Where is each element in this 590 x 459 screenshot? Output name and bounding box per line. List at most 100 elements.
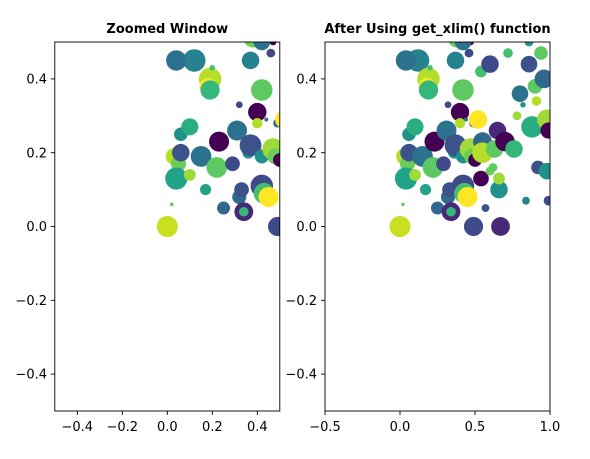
scatter-point: [463, 216, 484, 237]
scatter-point: [235, 101, 243, 109]
scatter-point: [200, 184, 212, 196]
scatter-point: [468, 110, 488, 129]
y-ticks: 0.4 0.2 0.0 −0.2 −0.4: [15, 73, 55, 383]
y-tick-label: −0.2: [15, 294, 47, 309]
scatter-point: [452, 79, 474, 101]
scatter-points: [156, 42, 280, 238]
x-tick-label: 0.2: [202, 420, 223, 435]
scatter-point: [543, 195, 550, 206]
scatter-point: [490, 180, 508, 199]
scatter-point: [234, 182, 249, 197]
scatter-point: [431, 201, 444, 215]
scatter-point: [217, 201, 231, 215]
scatter-point: [269, 42, 277, 46]
scatter-points: [389, 42, 550, 238]
scatter-point: [275, 111, 280, 128]
x-tick-label: −0.2: [107, 420, 139, 435]
scatter-point: [493, 172, 505, 185]
y-tick-label: 0.4: [26, 73, 47, 88]
scatter-point: [457, 186, 478, 207]
scatter-point: [427, 65, 433, 71]
scatter-point: [511, 85, 529, 102]
scatter-point: [540, 122, 550, 139]
subplot-zoomed-window: Zoomed Window −0.4 −0.2 0.0 0.2 0.4 0.4 …: [15, 22, 281, 435]
scatter-point: [200, 80, 220, 100]
scatter-point: [239, 206, 249, 217]
scatter-point: [505, 140, 523, 158]
scatter-point: [183, 168, 196, 181]
x-tick-label: 0.4: [247, 420, 268, 435]
x-tick-label: 0.0: [390, 420, 411, 435]
y-tick-label: −0.2: [285, 294, 317, 309]
scatter-point: [406, 118, 424, 136]
scatter-point: [165, 167, 188, 190]
scatter-point: [454, 42, 472, 51]
scatter-point: [248, 102, 267, 122]
x-tick-label: −0.5: [309, 420, 341, 435]
scatter-point: [454, 117, 466, 129]
scatter-point: [183, 49, 206, 72]
scatter-point: [267, 216, 280, 237]
scatter-point: [522, 196, 530, 205]
scatter-point: [170, 202, 174, 207]
y-tick-label: −0.4: [285, 368, 317, 383]
scatter-point: [512, 111, 522, 121]
scatter-point: [206, 157, 228, 178]
scatter-point: [446, 206, 456, 217]
scatter-point: [395, 50, 417, 71]
y-tick-label: 0.2: [26, 146, 47, 161]
scatter-point: [520, 55, 538, 73]
scatter-point: [253, 42, 271, 51]
scatter-point: [531, 96, 542, 106]
scatter-point: [534, 46, 548, 60]
scatter-point: [156, 215, 178, 238]
scatter-point: [464, 117, 468, 122]
y-tick-label: 0.4: [296, 73, 317, 88]
x-ticks: −0.4 −0.2 0.0 0.2 0.4: [62, 411, 268, 435]
y-ticks: 0.4 0.2 0.0 −0.2 −0.4: [285, 73, 325, 383]
scatter-point: [172, 143, 190, 162]
scatter-point: [252, 117, 263, 129]
scatter-point: [264, 117, 269, 122]
scatter-point: [520, 101, 526, 108]
subplot-after-get-xlim: After Using get_xlim() function −0.5 0.0…: [285, 22, 560, 435]
scatter-point: [418, 80, 439, 100]
scatter-point: [239, 134, 262, 157]
y-tick-label: 0.0: [296, 220, 317, 235]
scatter-point: [446, 51, 465, 70]
scatter-point: [538, 162, 550, 180]
chart-title: Zoomed Window: [106, 22, 228, 37]
scatter-point: [436, 156, 451, 172]
x-tick-label: −0.4: [62, 420, 94, 435]
x-ticks: −0.5 0.0 0.5 1.0: [309, 411, 560, 435]
scatter-point: [389, 215, 411, 238]
scatter-point: [401, 202, 405, 207]
scatter-point: [251, 79, 273, 101]
scatter-point: [481, 55, 499, 73]
x-tick-label: 0.5: [465, 420, 486, 435]
scatter-point: [273, 153, 280, 167]
chart-title: After Using get_xlim() function: [324, 22, 550, 37]
scatter-point: [450, 102, 470, 122]
scatter-point: [481, 204, 490, 212]
scatter-point: [444, 101, 452, 109]
scatter-point: [241, 51, 260, 70]
y-tick-label: 0.0: [26, 220, 47, 235]
scatter-point: [258, 186, 279, 207]
scatter-point: [209, 131, 230, 152]
scatter-point: [266, 48, 276, 58]
scatter-point: [227, 120, 248, 141]
scatter-point: [225, 156, 240, 172]
scatter-point: [534, 69, 550, 89]
scatter-point: [181, 118, 199, 136]
scatter-point: [190, 146, 212, 167]
scatter-point: [464, 48, 474, 58]
scatter-point: [491, 217, 510, 236]
x-tick-label: 0.0: [157, 420, 178, 435]
scatter-point: [524, 42, 534, 47]
scatter-point: [473, 170, 489, 187]
scatter-point: [419, 184, 432, 196]
scatter-point: [488, 163, 498, 172]
y-tick-label: 0.2: [296, 146, 317, 161]
